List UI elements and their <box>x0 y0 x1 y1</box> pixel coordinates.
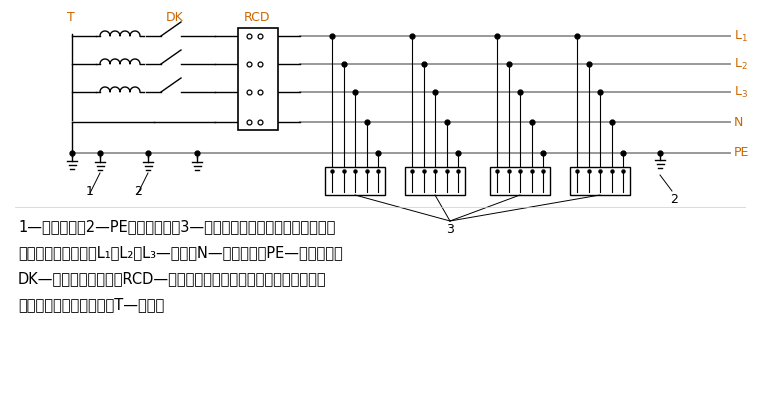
Text: DK—总电源隔离开关；RCD—总漏电保护器（兼有短路、过载、漏电保: DK—总电源隔离开关；RCD—总漏电保护器（兼有短路、过载、漏电保 <box>18 271 327 286</box>
Text: 1—工作接地；2—PE线重复接地；3—电气设备金属外壳（正常不带电的: 1—工作接地；2—PE线重复接地；3—电气设备金属外壳（正常不带电的 <box>18 219 335 234</box>
Text: RCD: RCD <box>244 11 271 24</box>
Bar <box>238 28 278 130</box>
Text: 护功能的漏电断路器）；T—变压器: 护功能的漏电断路器）；T—变压器 <box>18 297 164 312</box>
Text: T: T <box>67 11 74 24</box>
Text: 2: 2 <box>134 185 142 198</box>
Bar <box>405 167 465 195</box>
Bar <box>325 167 385 195</box>
Text: N: N <box>734 116 743 129</box>
Text: 3: 3 <box>446 223 454 236</box>
Text: DK: DK <box>166 11 184 24</box>
Bar <box>570 167 630 195</box>
Text: 1: 1 <box>86 185 94 198</box>
Text: 2: 2 <box>670 193 678 206</box>
Text: L$_2$: L$_2$ <box>734 56 748 71</box>
Text: 外露可导电部分）；L₁、L₂、L₃—相线；N—工作零线；PE—保护零线；: 外露可导电部分）；L₁、L₂、L₃—相线；N—工作零线；PE—保护零线； <box>18 245 343 260</box>
Bar <box>490 167 550 195</box>
Text: L$_1$: L$_1$ <box>734 29 748 44</box>
Text: PE: PE <box>734 146 749 160</box>
Text: L$_3$: L$_3$ <box>734 85 748 100</box>
